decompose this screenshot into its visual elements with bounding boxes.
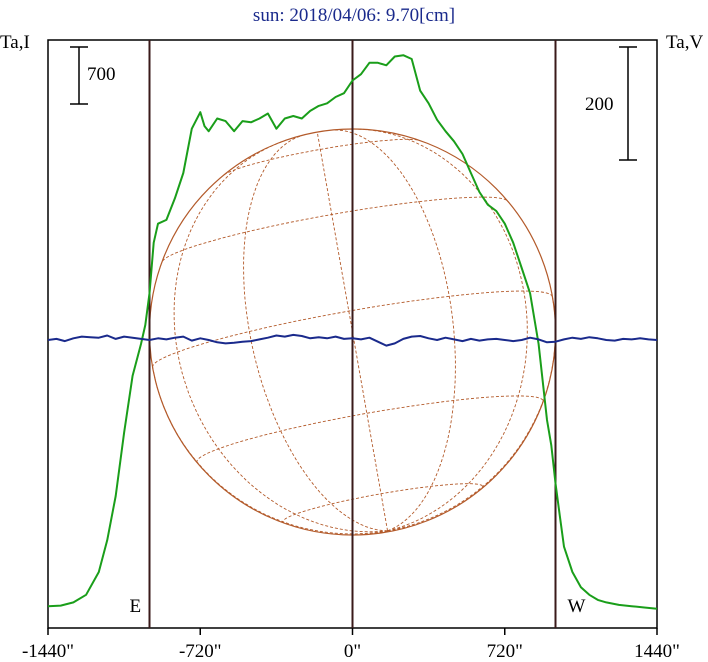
meridian-line: [353, 128, 528, 532]
x-axis: -1440" -720" 0" 720" 1440": [22, 628, 680, 662]
parallel-line: [152, 290, 553, 368]
chart-title: sun: 2018/04/06: 9.70[cm]: [253, 5, 455, 26]
right-axis-label: Ta,V: [666, 32, 703, 53]
meridian-line: [316, 131, 389, 531]
left-axis-label: Ta,I: [0, 32, 30, 53]
x-tick-label: -1440": [22, 641, 74, 662]
series-polarization-line: [47, 333, 658, 347]
parallel-line: [282, 483, 484, 524]
x-tick-label: -720": [179, 641, 222, 662]
x-tick-label: 1440": [634, 641, 680, 662]
parallel-line: [162, 196, 508, 262]
x-tick-label: 0": [344, 641, 361, 662]
meridian-line: [332, 129, 456, 532]
meridian-line: [243, 135, 388, 532]
data-series: [47, 54, 658, 610]
parallel-line: [196, 395, 544, 463]
x-tick-label: 720": [487, 641, 523, 662]
marker-label: W: [568, 596, 586, 617]
meridian-line: [387, 296, 556, 532]
right-scale-bar-label: 200: [585, 94, 614, 115]
marker-label: E: [130, 596, 142, 617]
series-intensity-line: [47, 54, 658, 610]
scale-bars: 700 200: [70, 46, 637, 161]
left-scale-bar-label: 700: [87, 64, 116, 85]
meridian-line: [173, 141, 388, 533]
parallel-line: [223, 138, 420, 176]
